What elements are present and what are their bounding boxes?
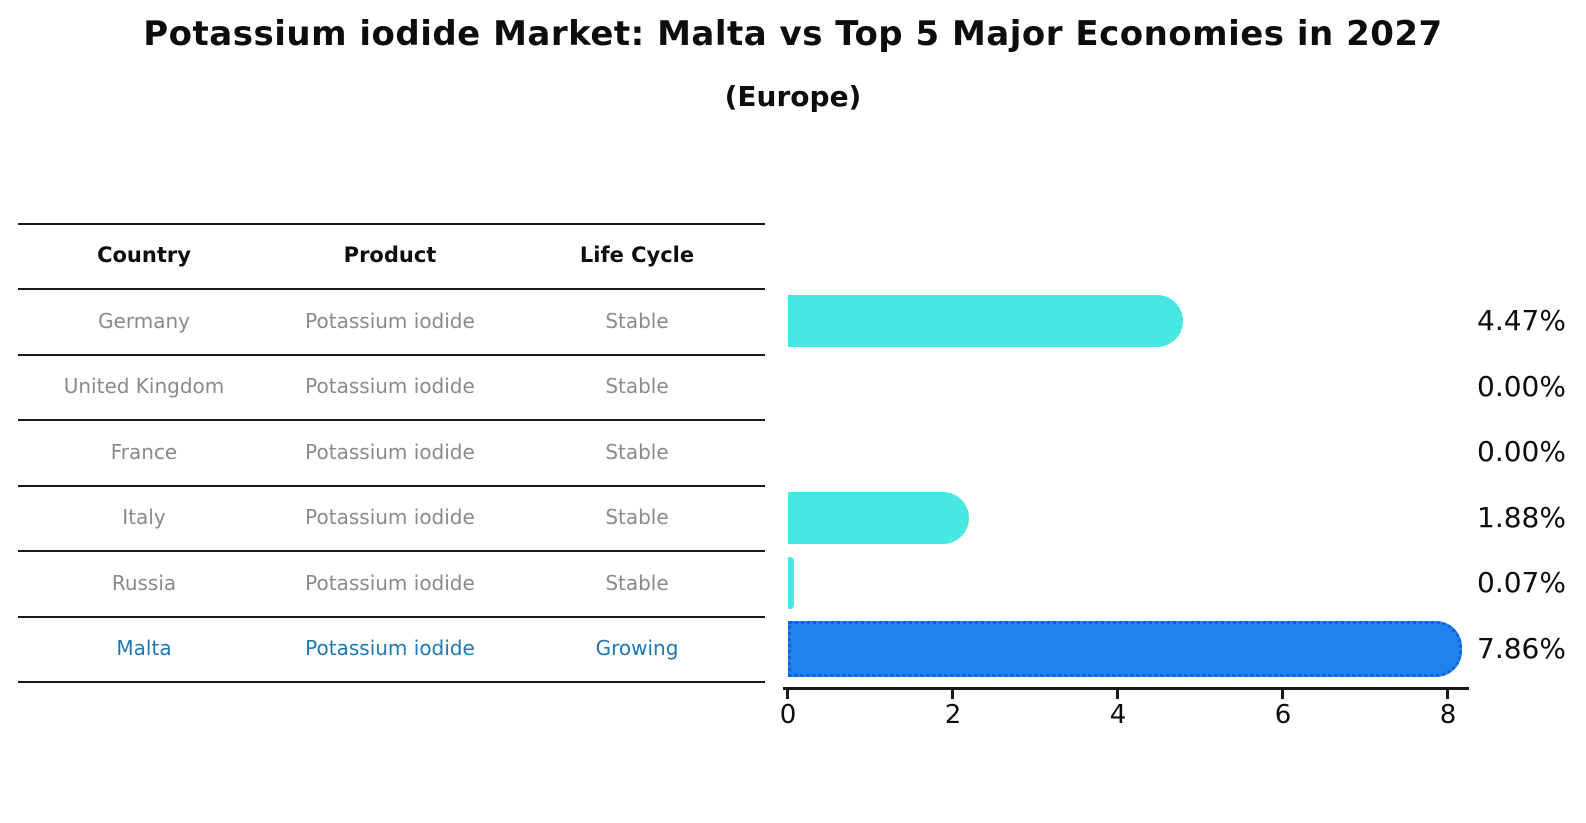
value-label: 0.00%	[1477, 370, 1566, 403]
table-cell-country: Russia	[111, 571, 177, 595]
table-cell-product: Potassium iodide	[305, 374, 475, 398]
value-label: 1.88%	[1477, 501, 1566, 534]
table-rule	[18, 288, 765, 290]
x-axis-tick	[951, 690, 954, 699]
x-axis-tick-label: 4	[1109, 700, 1127, 730]
table-cell-lifecycle: Stable	[605, 571, 669, 595]
x-axis-tick	[1446, 690, 1449, 699]
value-label: 7.86%	[1477, 632, 1566, 665]
table-header-product: Product	[343, 243, 437, 267]
table-cell-lifecycle: Stable	[605, 374, 669, 398]
table-cell-product: Potassium iodide	[305, 440, 475, 464]
table-cell-product: Potassium iodide	[305, 571, 475, 595]
bar-russia	[788, 557, 794, 609]
chart-title: Potassium iodide Market: Malta vs Top 5 …	[143, 14, 1443, 54]
table-cell-country: Germany	[98, 309, 190, 333]
table-header-lifecycle: Life Cycle	[579, 243, 695, 267]
table-rule	[18, 223, 765, 225]
table-cell-country: United Kingdom	[63, 374, 225, 398]
x-axis-tick-label: 8	[1439, 700, 1457, 730]
table-cell-country: Italy	[122, 505, 166, 529]
table-cell-lifecycle: Growing	[595, 636, 679, 660]
x-axis-tick-label: 6	[1274, 700, 1292, 730]
table-cell-product: Potassium iodide	[305, 309, 475, 333]
table-cell-product: Potassium iodide	[305, 636, 475, 660]
table-rule	[18, 616, 765, 618]
x-axis-tick	[1116, 690, 1119, 699]
x-axis-line	[783, 687, 1469, 690]
value-label: 0.00%	[1477, 435, 1566, 468]
value-label: 4.47%	[1477, 304, 1566, 337]
table-cell-lifecycle: Stable	[605, 309, 669, 333]
table-rule	[18, 354, 765, 356]
table-rule	[18, 485, 765, 487]
bar-italy	[788, 492, 970, 544]
table-header-country: Country	[97, 243, 191, 267]
table-cell-country: France	[110, 440, 178, 464]
bar-malta	[788, 621, 1463, 677]
table-cell-country: Malta	[116, 636, 172, 660]
table-cell-lifecycle: Stable	[605, 505, 669, 529]
table-rule	[18, 419, 765, 421]
bar-germany	[788, 295, 1183, 347]
chart-subtitle: (Europe)	[724, 80, 862, 113]
x-axis-tick-label: 0	[779, 700, 797, 730]
table-cell-lifecycle: Stable	[605, 440, 669, 464]
x-axis-tick-label: 2	[944, 700, 962, 730]
table-rule	[18, 550, 765, 552]
table-cell-product: Potassium iodide	[305, 505, 475, 529]
x-axis-tick	[786, 690, 789, 699]
table-rule	[18, 681, 765, 683]
value-label: 0.07%	[1477, 566, 1566, 599]
x-axis-tick	[1281, 690, 1284, 699]
